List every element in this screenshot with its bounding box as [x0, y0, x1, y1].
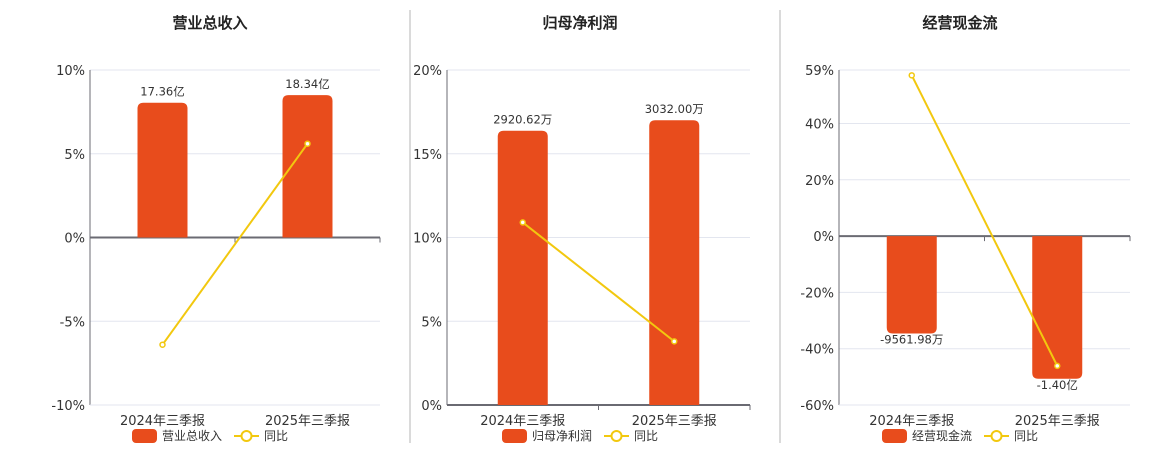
- bar[interactable]: [886, 236, 937, 334]
- y-tick-label: 0%: [64, 232, 85, 247]
- chart-title: 营业总收入: [172, 14, 247, 32]
- legend: 归母净利润 同比: [502, 429, 658, 443]
- yoy-point[interactable]: [304, 140, 311, 147]
- bar[interactable]: [282, 95, 333, 238]
- y-tick-label: 59%: [805, 64, 834, 79]
- yoy-point[interactable]: [908, 72, 915, 79]
- y-tick-label: -40%: [800, 343, 834, 358]
- bar[interactable]: [497, 130, 548, 405]
- x-category-label: 2024年三季报: [120, 414, 205, 429]
- legend-bar-label[interactable]: 经营现金流: [912, 428, 972, 443]
- legend-bar-swatch[interactable]: [132, 429, 157, 443]
- legend-line-marker: [610, 430, 623, 442]
- x-category-label: 2025年三季报: [265, 414, 350, 429]
- legend-line-label[interactable]: 同比: [634, 429, 658, 443]
- legend-line-label[interactable]: 同比: [264, 429, 288, 443]
- legend-bar-swatch[interactable]: [502, 429, 527, 443]
- chart-3: 经营现金流 59% 40% 20% 0% -20% -40% -60% -9561.98万 202…: [800, 14, 1131, 443]
- yoy-point[interactable]: [519, 219, 526, 226]
- bar-data-label: 17.36亿: [140, 85, 184, 99]
- chart-title: 经营现金流: [922, 14, 997, 32]
- chart-1: 营业总收入 10% 5% 0% -5% -10% 17.36亿 2024年三季报 18.34亿 2…: [51, 14, 381, 443]
- y-tick-label: 5%: [64, 148, 85, 163]
- bar[interactable]: [137, 102, 188, 238]
- legend-line-marker: [990, 430, 1003, 442]
- y-tick-label: -5%: [60, 315, 85, 330]
- chart-2: 归母净利润 20% 15% 10% 5% 0% 2920.62万 2024年三季报 3032.0…: [413, 14, 751, 443]
- legend-bar-label[interactable]: 营业总收入: [162, 429, 222, 443]
- bar-data-label: -1.40亿: [1037, 378, 1078, 392]
- legend: 营业总收入 同比: [132, 429, 288, 443]
- chart-title: 归母净利润: [542, 14, 617, 32]
- y-tick-label: -20%: [800, 286, 834, 301]
- bar-data-label: 3032.00万: [645, 102, 704, 116]
- bar[interactable]: [1032, 236, 1083, 379]
- legend-bar-swatch[interactable]: [882, 429, 907, 443]
- y-tick-label: 15%: [413, 148, 442, 163]
- y-tick-label: 0%: [421, 399, 442, 414]
- y-tick-label: 0%: [813, 230, 834, 245]
- legend-bar-label[interactable]: 归母净利润: [532, 429, 592, 443]
- bar[interactable]: [649, 120, 700, 406]
- y-tick-label: -10%: [51, 399, 85, 414]
- yoy-point[interactable]: [159, 341, 166, 348]
- y-tick-label: 10%: [413, 232, 442, 247]
- legend-line-label[interactable]: 同比: [1014, 429, 1038, 443]
- yoy-point[interactable]: [671, 338, 678, 345]
- bar-data-label: 2920.62万: [493, 113, 552, 127]
- yoy-point[interactable]: [1054, 362, 1061, 370]
- y-tick-label: 20%: [413, 64, 442, 79]
- yoy-line: [522, 221, 675, 343]
- legend: 经营现金流 同比: [882, 428, 1038, 443]
- x-category-label: 2025年三季报: [632, 414, 717, 429]
- y-tick-label: 40%: [805, 117, 834, 132]
- yoy-line: [161, 143, 309, 346]
- x-category-label: 2024年三季报: [869, 414, 954, 429]
- bar-data-label: 18.34亿: [285, 77, 329, 91]
- x-category-label: 2024年三季报: [480, 414, 565, 429]
- y-tick-label: -60%: [800, 399, 834, 414]
- y-tick-label: 10%: [56, 64, 85, 79]
- yoy-line: [910, 74, 1059, 367]
- y-tick-label: 5%: [421, 315, 442, 330]
- y-tick-label: 20%: [805, 174, 834, 189]
- bar-data-label: -9561.98万: [880, 333, 943, 347]
- legend-line-marker: [240, 430, 253, 442]
- x-category-label: 2025年三季报: [1015, 414, 1100, 429]
